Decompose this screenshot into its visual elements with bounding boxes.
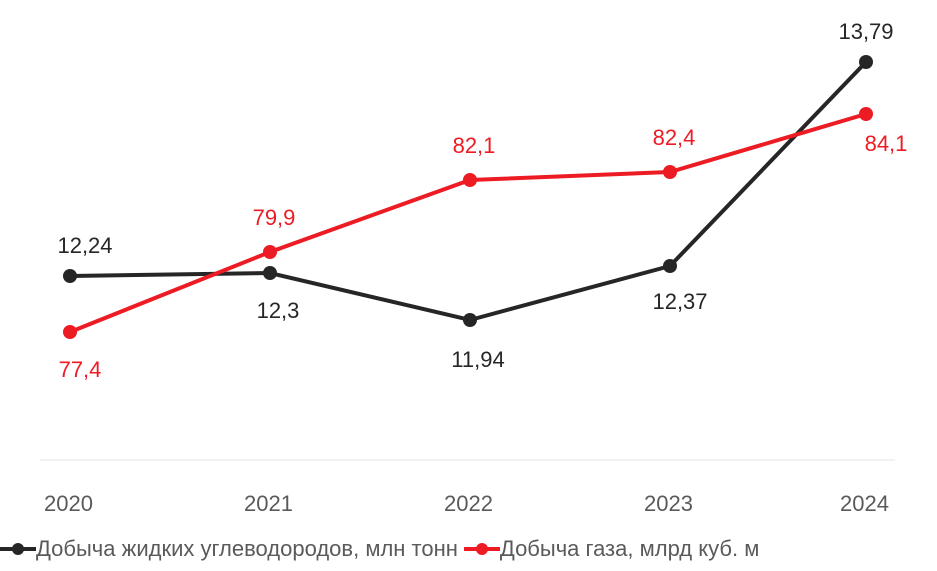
value-label-gas: 84,1 — [865, 131, 908, 157]
marker-gas — [463, 173, 477, 187]
series-line-liquids — [70, 62, 866, 320]
value-label-gas: 77,4 — [59, 357, 102, 383]
line-chart: 2020 2021 2022 2023 2024 12,24 12,3 11,94 12,37 1… — [0, 0, 937, 571]
marker-liquids — [663, 259, 677, 273]
legend-item-gas: Добыча газа, млрд куб. м — [464, 536, 759, 562]
value-label-liquids: 12,24 — [57, 233, 112, 259]
x-axis-label: 2021 — [244, 491, 293, 517]
value-label-liquids: 13,79 — [838, 19, 893, 45]
marker-gas — [859, 107, 873, 121]
legend-label: Добыча жидких углеводородов, млн тонн — [36, 536, 458, 562]
marker-liquids — [859, 55, 873, 69]
chart-canvas — [0, 0, 937, 571]
legend-label: Добыча газа, млрд куб. м — [500, 536, 759, 562]
x-axis-label: 2024 — [840, 491, 889, 517]
marker-gas — [63, 325, 77, 339]
marker-liquids — [263, 266, 277, 280]
marker-liquids — [63, 269, 77, 283]
value-label-liquids: 12,3 — [257, 298, 300, 324]
marker-gas — [263, 245, 277, 259]
value-label-gas: 79,9 — [253, 205, 296, 231]
legend-item-liquids: Добыча жидких углеводородов, млн тонн — [0, 536, 458, 562]
marker-gas — [663, 165, 677, 179]
value-label-gas: 82,1 — [453, 133, 496, 159]
legend: Добыча жидких углеводородов, млн тонн Доб… — [0, 536, 759, 562]
value-label-gas: 82,4 — [653, 125, 696, 151]
value-label-liquids: 11,94 — [451, 347, 504, 373]
marker-liquids — [463, 313, 477, 327]
x-axis-label: 2020 — [44, 491, 93, 517]
x-axis-label: 2022 — [444, 491, 493, 517]
legend-swatch — [0, 543, 36, 555]
value-label-liquids: 12,37 — [652, 289, 707, 315]
legend-swatch — [464, 543, 500, 555]
x-axis-label: 2023 — [644, 491, 693, 517]
